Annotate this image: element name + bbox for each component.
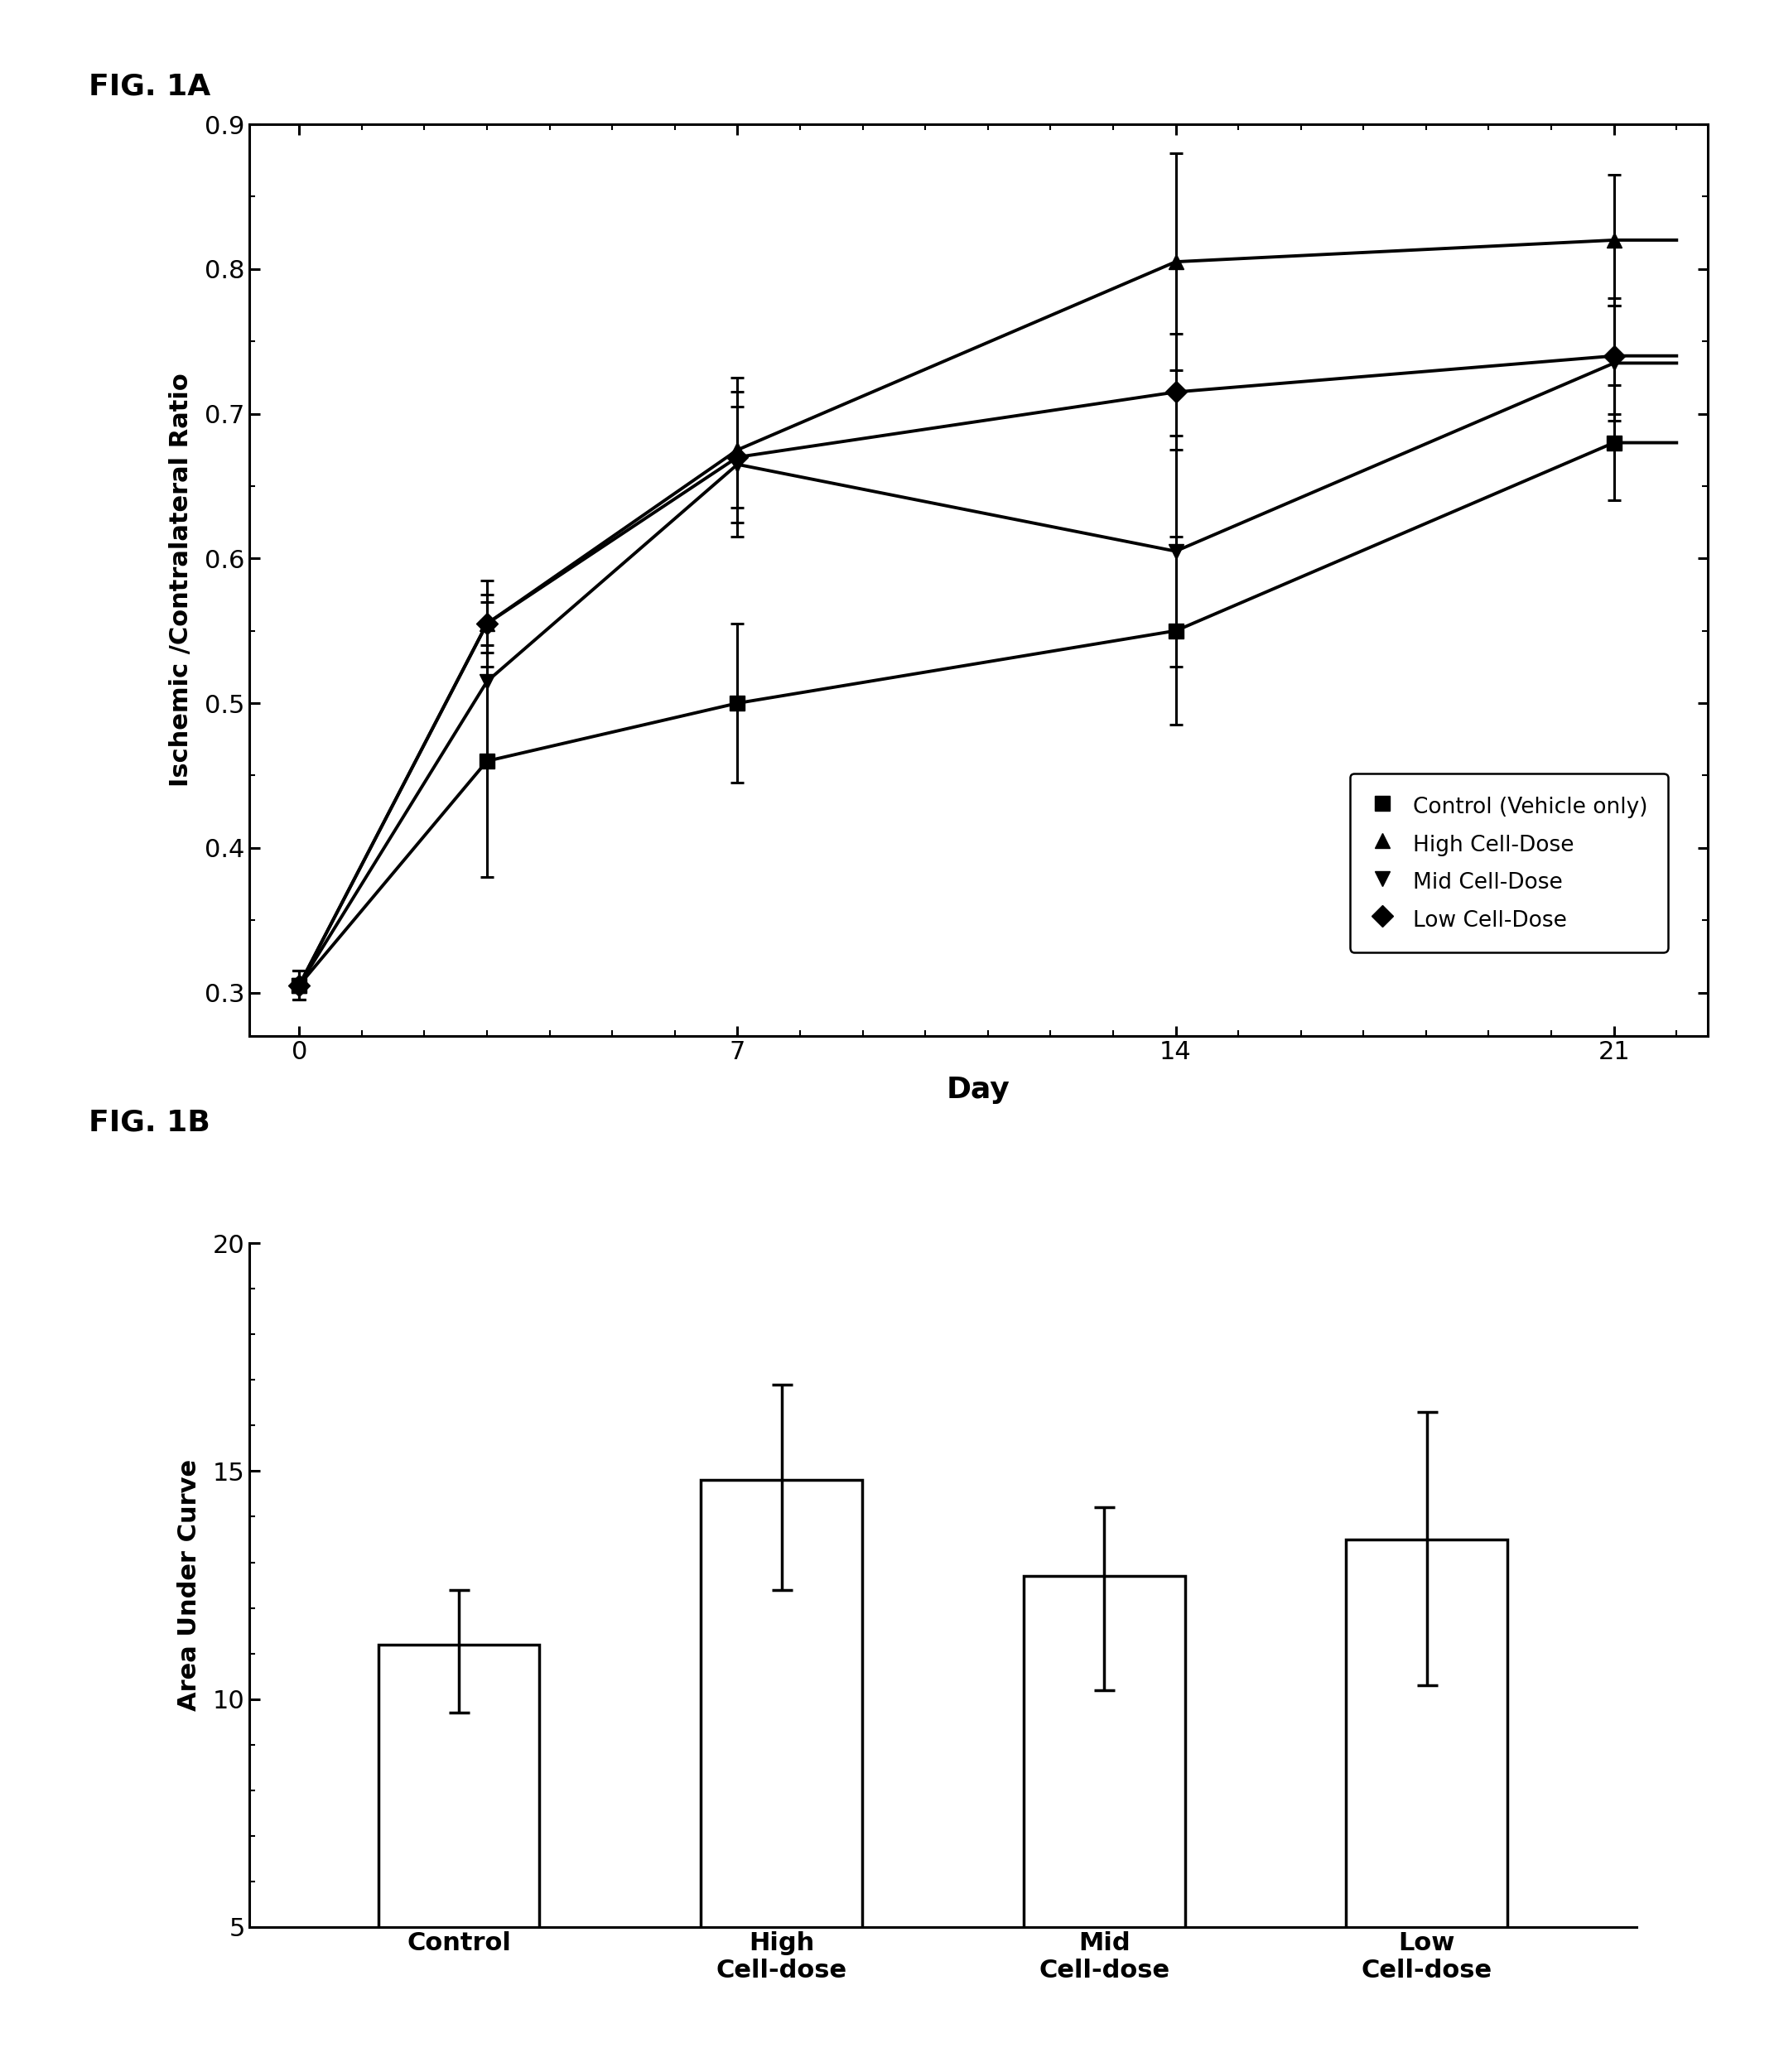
X-axis label: Day: Day (946, 1075, 1010, 1104)
Bar (379, 1645, 539, 2072)
Y-axis label: Area Under Curve: Area Under Curve (178, 1459, 201, 1711)
Text: FIG. 1B: FIG. 1B (89, 1109, 210, 1138)
Legend: Control (Vehicle only), High Cell-Dose, Mid Cell-Dose, Low Cell-Dose: Control (Vehicle only), High Cell-Dose, … (1350, 773, 1667, 953)
Bar (1023, 1577, 1185, 2072)
Bar (1347, 1539, 1507, 2072)
Y-axis label: Ischemic /Contralateral Ratio: Ischemic /Contralateral Ratio (169, 373, 194, 787)
Bar (701, 1479, 863, 2072)
Text: FIG. 1A: FIG. 1A (89, 73, 212, 102)
